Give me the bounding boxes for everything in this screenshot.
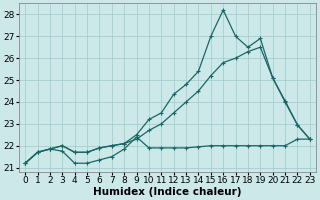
- X-axis label: Humidex (Indice chaleur): Humidex (Indice chaleur): [93, 187, 242, 197]
